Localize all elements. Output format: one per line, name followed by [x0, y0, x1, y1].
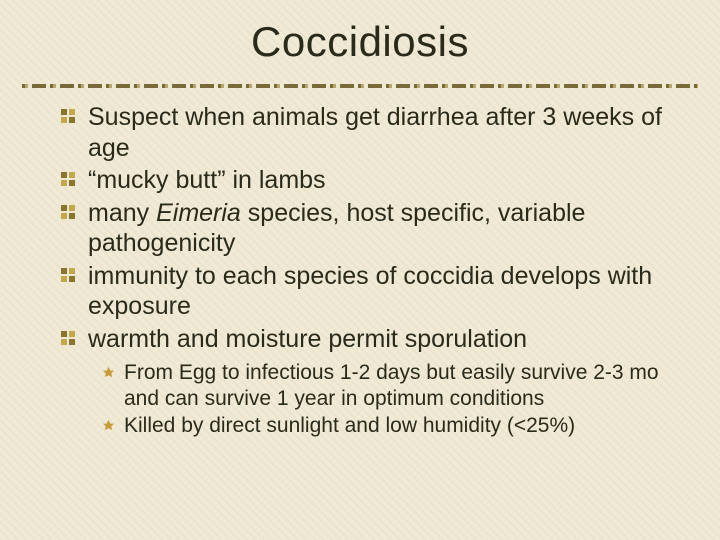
bullet-icon	[60, 267, 80, 289]
bullet-text: many Eimeria species, host specific, var…	[88, 198, 680, 259]
list-item: From Egg to infectious 1-2 days but easi…	[102, 360, 680, 411]
bullet-icon	[60, 204, 80, 226]
sub-bullet-icon	[102, 365, 118, 385]
sub-bullet-text: From Egg to infectious 1-2 days but easi…	[124, 360, 680, 411]
list-item: many Eimeria species, host specific, var…	[60, 198, 680, 259]
bullet-text: “mucky butt” in lambs	[88, 165, 680, 196]
list-item: Killed by direct sunlight and low humidi…	[102, 413, 680, 439]
title-divider	[22, 84, 698, 88]
bullet-icon	[60, 330, 80, 352]
slide-title: Coccidiosis	[0, 0, 720, 84]
list-item: “mucky butt” in lambs	[60, 165, 680, 196]
bullet-text: Suspect when animals get diarrhea after …	[88, 102, 680, 163]
sub-bullet-icon	[102, 418, 118, 438]
bullet-icon	[60, 171, 80, 193]
sub-list: From Egg to infectious 1-2 days but easi…	[60, 360, 680, 439]
bullet-text: warmth and moisture permit sporulation	[88, 324, 680, 355]
bullet-icon	[60, 108, 80, 130]
list-item: immunity to each species of coccidia dev…	[60, 261, 680, 322]
list-item: Suspect when animals get diarrhea after …	[60, 102, 680, 163]
bullet-text: immunity to each species of coccidia dev…	[88, 261, 680, 322]
sub-bullet-text: Killed by direct sunlight and low humidi…	[124, 413, 680, 439]
slide-content: Suspect when animals get diarrhea after …	[0, 96, 720, 439]
list-item: warmth and moisture permit sporulation	[60, 324, 680, 355]
